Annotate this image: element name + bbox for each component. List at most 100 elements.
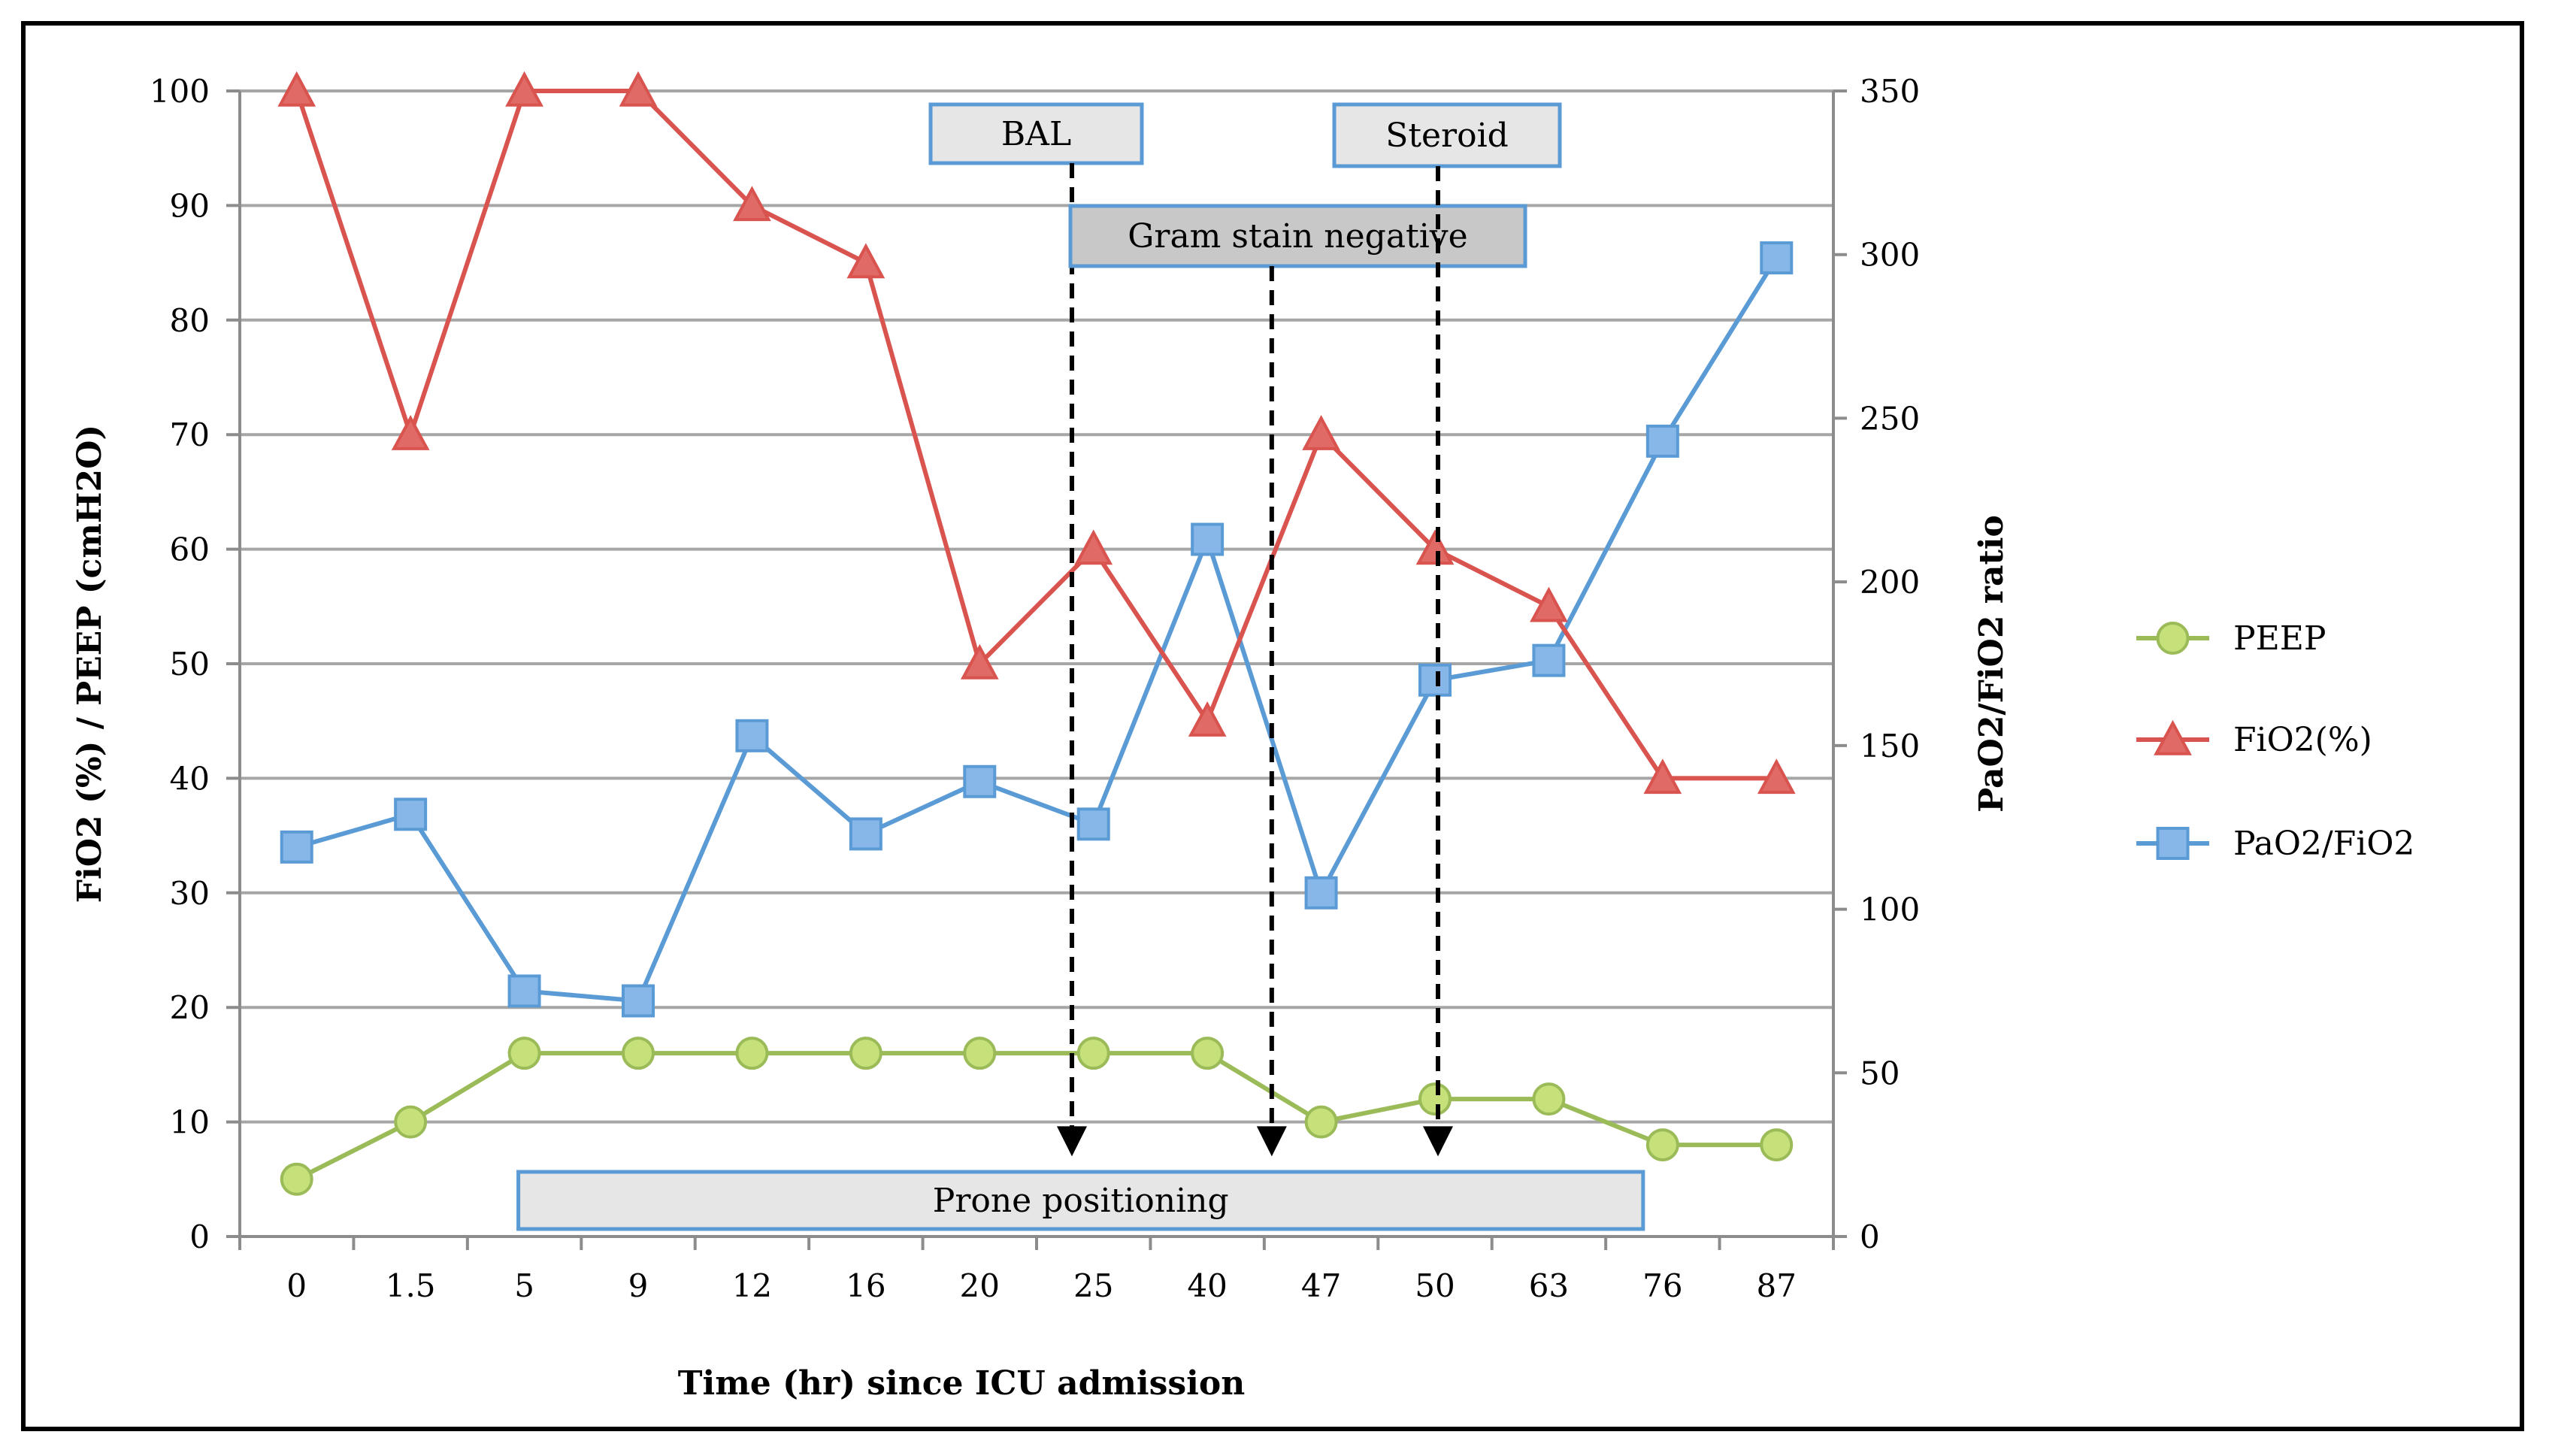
- arrow-bal-head: [1057, 1126, 1087, 1157]
- y-left-tick-label: 0: [189, 1218, 210, 1255]
- legend-marker-fio2-: [2154, 719, 2192, 755]
- x-tick-label: 63: [1529, 1267, 1569, 1304]
- series-line-peep: [295, 1051, 1777, 1182]
- x-tick-label: 20: [960, 1267, 1000, 1304]
- point-fio2--9: [619, 71, 658, 107]
- point-peep-9: [622, 1037, 655, 1070]
- y-right-tick-label: 0: [1860, 1218, 1880, 1255]
- annotation-box-prone-positioning: [516, 1170, 1645, 1231]
- point-fio2--63: [1530, 586, 1568, 622]
- annotation-label-prone-positioning: Prone positioning: [933, 1182, 1229, 1220]
- series-line-pao2-fio2: [295, 256, 1779, 1003]
- y-right-tick-label: 250: [1860, 400, 1920, 437]
- point-pao2-fio2-20: [963, 764, 997, 798]
- x-tick-label: 16: [846, 1267, 885, 1304]
- point-pao2-fio2-12: [735, 719, 769, 752]
- x-tick-label: 9: [628, 1267, 649, 1304]
- annotation-box-bal: [928, 102, 1144, 165]
- annotation-label-bal: BAL: [1001, 115, 1071, 153]
- point-peep-63: [1532, 1082, 1566, 1116]
- annotation-box-steroid: [1332, 102, 1562, 168]
- annotation-layer: BAL Gram stain negative Steroid Prone posit…: [516, 102, 1645, 1231]
- point-fio2--87: [1757, 758, 1796, 795]
- line-chart: 0102030405060708090100050100150200250300…: [71, 71, 2414, 1403]
- y-left-tick-label: 10: [170, 1104, 210, 1141]
- y-right-tick-label: 150: [1860, 728, 1920, 764]
- point-fio2--76: [1643, 758, 1682, 795]
- legend-label-fio2-: FiO2(%): [2233, 721, 2372, 759]
- point-pao2-fio2-40: [1191, 522, 1225, 556]
- legend-marker-peep: [2156, 622, 2190, 655]
- x-tick-label: 5: [514, 1267, 534, 1304]
- x-tick-label: 1.5: [386, 1267, 436, 1304]
- annotation-label-steroid: Steroid: [1385, 117, 1509, 155]
- y-left-tick-label: 50: [170, 646, 210, 683]
- point-peep-20: [963, 1037, 997, 1070]
- x-axis-title: Time (hr) since ICU admission: [678, 1364, 1245, 1403]
- point-fio2--50: [1415, 529, 1455, 565]
- point-pao2-fio2-87: [1760, 241, 1794, 275]
- arrow-gram-stain-head: [1256, 1126, 1287, 1157]
- y-left-tick-label: 80: [170, 302, 210, 339]
- point-pao2-fio2-0: [280, 830, 313, 864]
- point-pao2-fio2-76: [1645, 424, 1679, 458]
- y-left-tick-label: 90: [170, 187, 210, 224]
- point-peep-40: [1191, 1037, 1225, 1070]
- point-fio2--5: [505, 71, 543, 107]
- x-tick-label: 40: [1187, 1267, 1227, 1304]
- legend: PEEP FiO2(%) PaO2/FiO2: [2136, 619, 2414, 863]
- point-peep-12: [735, 1037, 769, 1070]
- x-tick-label: 50: [1415, 1267, 1455, 1304]
- x-tick-label: 12: [732, 1267, 772, 1304]
- legend-marker-pao2-fio2: [2156, 827, 2190, 860]
- series-layer: [277, 71, 1796, 1196]
- y-left-tick-label: 70: [170, 416, 210, 453]
- y-right-tick-label: 200: [1860, 564, 1920, 601]
- x-tick-label: 25: [1073, 1267, 1113, 1304]
- chart-frame: 0 10 20 30 40 50 60 70 80 90 100 0 50 100 150 200 250 300…: [21, 21, 2524, 1431]
- point-pao2-fio2-63: [1532, 643, 1566, 677]
- x-tick-label: 0: [286, 1267, 307, 1304]
- series-line-fio2-: [294, 89, 1777, 781]
- point-pao2-fio2-50: [1418, 663, 1452, 697]
- axes-layer: 0102030405060708090100050100150200250300…: [71, 73, 2011, 1403]
- point-pao2-fio2-9: [622, 984, 655, 1018]
- point-peep-0: [280, 1162, 313, 1196]
- point-peep-76: [1645, 1128, 1679, 1162]
- point-fio2--20: [960, 643, 999, 680]
- x-tick-label: 47: [1301, 1267, 1341, 1304]
- arrow-steroid-head: [1423, 1126, 1453, 1157]
- y-right-tick-label: 50: [1860, 1055, 1900, 1091]
- point-pao2-fio2-16: [849, 817, 882, 851]
- point-pao2-fio2-1.5: [394, 798, 428, 831]
- point-fio2--0: [277, 71, 316, 107]
- y-axis-left-title: FiO2 (%) / PEEP (cmH2O): [71, 425, 109, 903]
- point-peep-5: [507, 1037, 541, 1070]
- point-peep-50: [1418, 1082, 1452, 1116]
- point-fio2--47: [1302, 414, 1340, 450]
- point-pao2-fio2-47: [1304, 876, 1338, 910]
- point-peep-16: [849, 1037, 882, 1070]
- y-left-tick-label: 100: [150, 73, 210, 110]
- grid-layer: [240, 89, 1833, 1238]
- y-right-tick-label: 300: [1860, 237, 1920, 274]
- annotation-box-gram-stain-negative: [1068, 204, 1527, 268]
- y-left-tick-label: 40: [170, 760, 210, 797]
- y-left-tick-label: 60: [170, 531, 210, 568]
- y-right-tick-label: 100: [1860, 891, 1920, 928]
- point-peep-1.5: [394, 1105, 428, 1139]
- y-right-tick-label: 350: [1860, 73, 1920, 110]
- legend-label-pao2-fio2: PaO2/FiO2: [2233, 825, 2414, 863]
- x-tick-label: 87: [1757, 1267, 1797, 1304]
- point-peep-25: [1076, 1037, 1110, 1070]
- point-fio2--12: [733, 186, 771, 222]
- point-pao2-fio2-5: [507, 974, 541, 1008]
- point-fio2--1.5: [391, 414, 430, 450]
- point-fio2--16: [846, 243, 885, 279]
- point-fio2--40: [1188, 701, 1227, 737]
- y-left-tick-label: 30: [170, 875, 210, 912]
- legend-label-peep: PEEP: [2233, 619, 2326, 658]
- point-peep-47: [1304, 1105, 1338, 1139]
- point-peep-87: [1760, 1128, 1794, 1162]
- y-axis-right-title: PaO2/FiO2 ratio: [1972, 515, 2011, 813]
